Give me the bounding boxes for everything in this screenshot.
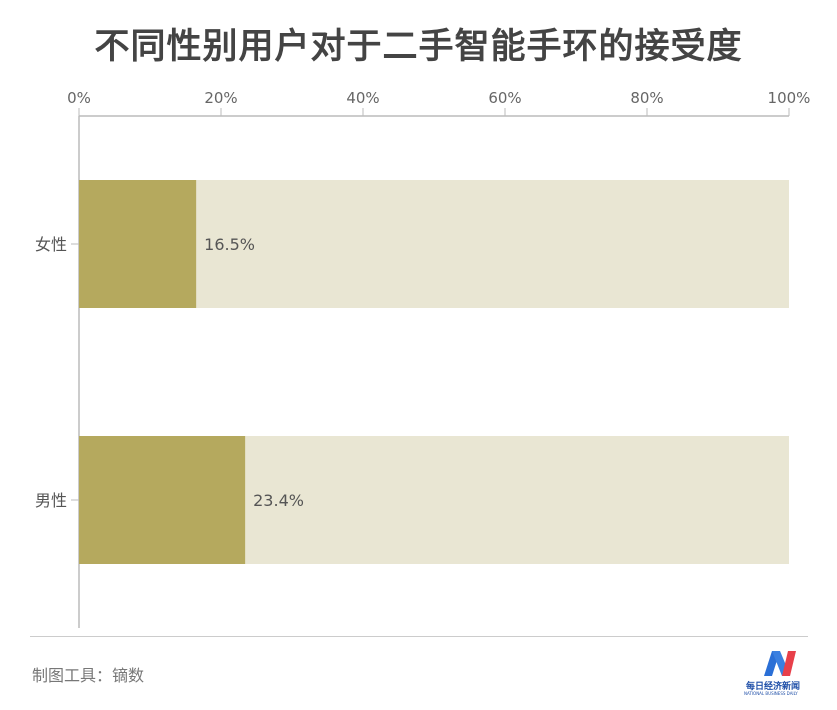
x-tick-label: 100%	[768, 89, 811, 107]
bar-background	[79, 180, 789, 308]
y-tick-label: 男性	[35, 491, 67, 510]
x-tick-label: 40%	[346, 89, 379, 107]
bar-chart: 0% 20% 40% 60% 80% 100% 女性 16.5% 男性 23.4%	[35, 89, 811, 628]
nbd-logo: 每日经济新闻 NATIONAL BUSINESS DAILY	[742, 648, 822, 698]
chart-title: 不同性别用户对于二手智能手环的接受度	[94, 27, 743, 67]
footer-divider	[30, 636, 808, 637]
x-tick-label: 0%	[67, 89, 91, 107]
data-label: 23.4%	[253, 491, 304, 510]
logo-cn-text: 每日经济新闻	[746, 682, 801, 692]
y-tick-label: 女性	[35, 235, 67, 254]
x-tick-label: 80%	[630, 89, 663, 107]
x-tick-label: 60%	[488, 89, 521, 107]
logo-en-text: NATIONAL BUSINESS DAILY	[744, 691, 798, 696]
source-note: 制图工具：镝数	[32, 666, 145, 685]
data-label: 16.5%	[204, 235, 255, 254]
bar	[79, 436, 246, 564]
nbd-logo-icon	[764, 651, 796, 676]
bar	[79, 180, 197, 308]
x-tick-label: 20%	[204, 89, 237, 107]
